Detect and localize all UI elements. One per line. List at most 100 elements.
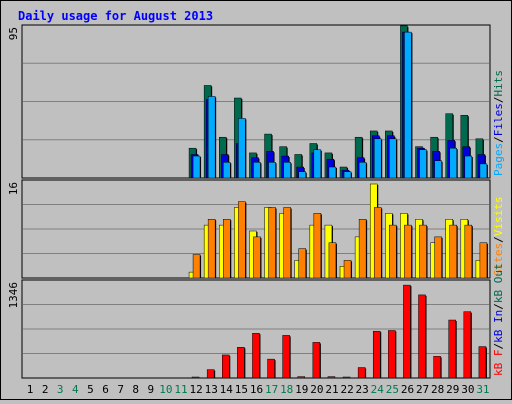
x-tick-label: 16 <box>250 383 263 396</box>
x-tick-label: 10 <box>159 383 172 396</box>
bar-hits-pages <box>299 172 306 178</box>
x-tick-label: 1 <box>27 383 34 396</box>
x-tick-label: 20 <box>310 383 323 396</box>
bar-visits-sites <box>420 225 427 278</box>
legend-entry: Files <box>492 103 505 136</box>
legend-entry: / <box>492 343 505 350</box>
bar-hits-pages <box>269 162 276 178</box>
y-max-label-visits: 16 <box>7 182 20 195</box>
x-tick-label: 13 <box>205 383 218 396</box>
bar-visits-sites <box>465 225 472 278</box>
bar-visits-sites <box>208 219 215 278</box>
x-tick-label: 29 <box>446 383 459 396</box>
bar-visits-sites <box>389 225 396 278</box>
bar-visits-sites <box>435 237 442 278</box>
bar-kbytes-kb-f <box>252 333 259 378</box>
legend-hits: Pages/Files/Hits <box>492 70 505 176</box>
bar-hits-pages <box>208 96 215 178</box>
x-tick-label: 12 <box>189 383 202 396</box>
legend-entry: Hits <box>492 70 505 97</box>
bar-kbytes-kb-f <box>237 347 244 378</box>
bar-kbytes-kb-f <box>419 295 426 378</box>
bar-visits-sites <box>344 260 351 278</box>
bar-kbytes-kb-f <box>222 355 229 378</box>
bar-hits-pages <box>359 162 366 178</box>
bar-kbytes-kb-f <box>207 370 214 378</box>
x-tick-label: 3 <box>57 383 64 396</box>
bar-hits-pages <box>450 148 457 178</box>
bar-kbytes-kb-f <box>328 377 335 378</box>
legend-entry: kB In <box>492 310 505 343</box>
bar-hits-pages <box>253 162 260 178</box>
x-tick-label: 6 <box>102 383 109 396</box>
x-tick-label: 28 <box>431 383 444 396</box>
bar-hits-pages <box>480 164 487 178</box>
x-tick-label: 17 <box>265 383 278 396</box>
x-tick-label: 31 <box>476 383 489 396</box>
bar-visits-sites <box>238 202 245 278</box>
bar-visits-sites <box>450 225 457 278</box>
x-tick-label: 25 <box>386 383 399 396</box>
x-tick-label: 15 <box>235 383 248 396</box>
x-tick-label: 9 <box>148 383 155 396</box>
x-tick-label: 5 <box>87 383 94 396</box>
bar-kbytes-kb-f <box>479 347 486 378</box>
bar-hits-pages <box>223 162 230 178</box>
x-tick-label: 27 <box>416 383 429 396</box>
x-tick-label: 23 <box>356 383 369 396</box>
bar-visits-sites <box>359 219 366 278</box>
legend-entry: / <box>492 97 505 104</box>
bar-hits-pages <box>435 161 442 178</box>
x-tick-label: 14 <box>220 383 234 396</box>
x-tick-label: 18 <box>280 383 293 396</box>
legend-entry: kB F <box>492 350 505 377</box>
y-max-label-kbytes: 1346 <box>7 282 20 309</box>
bar-kbytes-kb-f <box>373 331 380 378</box>
bar-hits-pages <box>374 139 381 178</box>
x-tick-label: 30 <box>461 383 474 396</box>
legend-entry: kB Out <box>492 263 505 303</box>
bar-visits-sites <box>284 208 291 279</box>
x-tick-label: 4 <box>72 383 79 396</box>
bar-kbytes-kb-f <box>434 356 441 378</box>
bar-visits-sites <box>253 237 260 278</box>
bar-hits-pages <box>420 150 427 178</box>
bar-hits-pages <box>404 32 411 178</box>
x-tick-label: 24 <box>371 383 385 396</box>
legend-entry: Pages <box>492 143 505 176</box>
bar-kbytes-kb-f <box>313 342 320 378</box>
legend-entry: / <box>492 303 505 310</box>
x-tick-label: 7 <box>117 383 124 396</box>
bar-visits-sites <box>314 213 321 278</box>
x-tick-label: 22 <box>340 383 353 396</box>
bar-kbytes-kb-f <box>358 368 365 378</box>
bar-kbytes-kb-f <box>283 335 290 378</box>
bar-hits-pages <box>284 162 291 178</box>
x-tick-label: 2 <box>42 383 49 396</box>
legend-entry: / <box>492 236 505 243</box>
bar-hits-pages <box>389 139 396 178</box>
bar-kbytes-kb-f <box>449 320 456 378</box>
bar-visits-sites <box>299 249 306 278</box>
bar-visits-sites <box>480 243 487 278</box>
bar-visits-sites <box>269 208 276 279</box>
x-tick-label: 21 <box>325 383 338 396</box>
bar-visits-sites <box>329 243 336 278</box>
legend-entry: Visits <box>492 197 505 237</box>
bar-hits-pages <box>344 172 351 178</box>
x-tick-label: 19 <box>295 383 308 396</box>
bar-visits-sites <box>223 219 230 278</box>
bar-hits-pages <box>314 150 321 178</box>
x-tick-label: 11 <box>174 383 187 396</box>
legend-kbytes: kB F/kB In/kB Out <box>492 263 505 376</box>
bar-kbytes-kb-f <box>298 377 305 378</box>
bar-hits-pages <box>193 156 200 178</box>
chart-title: Daily usage for August 2013 <box>18 9 213 23</box>
bar-kbytes-kb-f <box>192 377 199 378</box>
bar-kbytes-kb-f <box>268 359 275 378</box>
bar-kbytes-kb-f <box>464 312 471 378</box>
bar-hits-pages <box>465 156 472 178</box>
bar-visits-sites <box>404 225 411 278</box>
